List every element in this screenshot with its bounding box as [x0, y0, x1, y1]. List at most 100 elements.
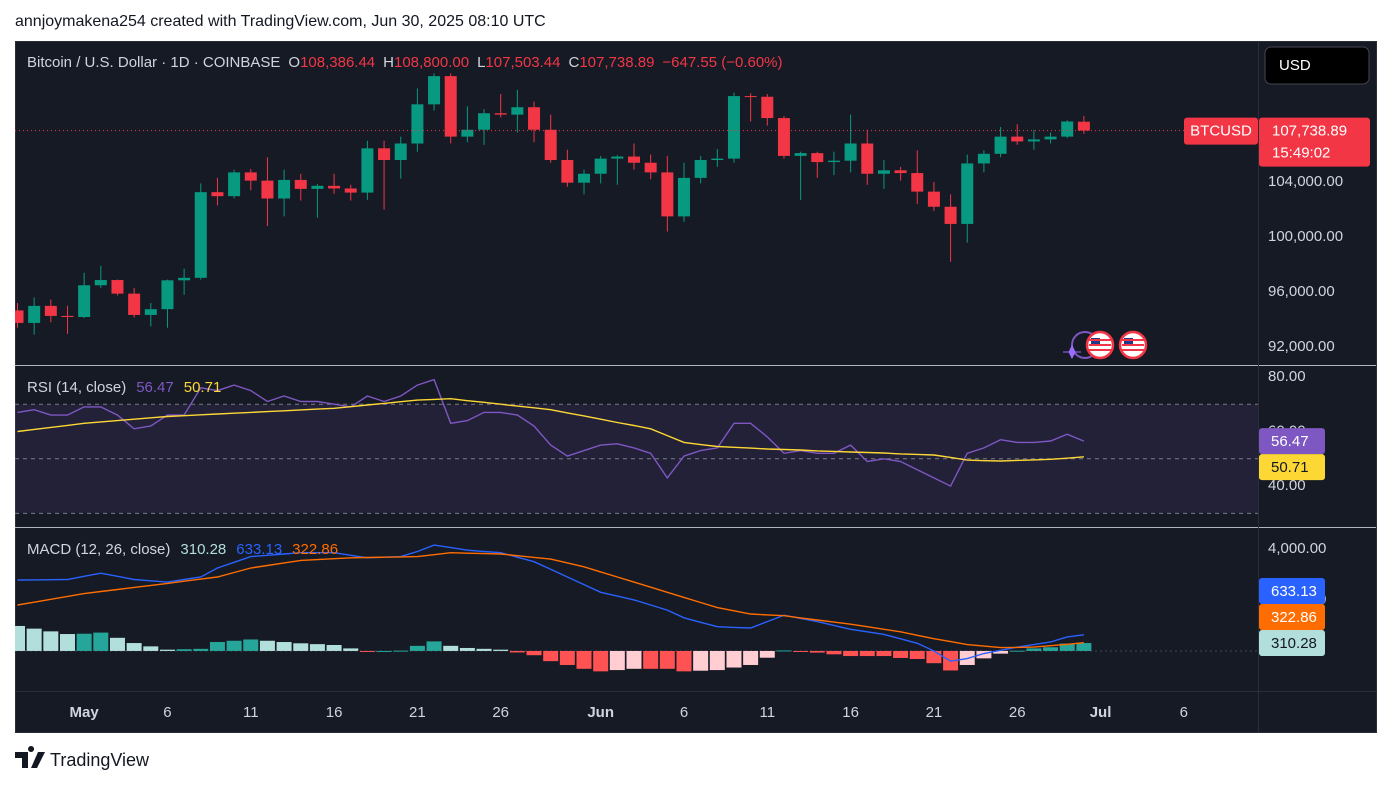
y-tick-label: 104,000.00 — [1268, 173, 1343, 190]
candle-body — [727, 96, 740, 159]
candle-body — [44, 305, 57, 316]
y-tick-label: 4,000.00 — [1268, 540, 1326, 557]
histogram-bar — [126, 643, 142, 651]
histogram-bar — [576, 650, 592, 669]
candle-body — [478, 113, 491, 130]
currency-label[interactable]: USD — [1279, 57, 1311, 74]
y-tick-label: 92,000.00 — [1268, 338, 1335, 355]
histogram-bar — [476, 648, 492, 651]
histogram-bar — [893, 650, 909, 658]
pane-legend: RSI (14, close) 56.47 50.71 — [27, 379, 221, 396]
histogram-bar — [776, 650, 792, 652]
histogram-bar — [226, 640, 242, 651]
histogram-bar — [693, 650, 709, 671]
price-badge — [1259, 117, 1370, 167]
histogram-bar — [343, 648, 359, 651]
histogram-bar — [26, 628, 42, 651]
candle-body — [444, 76, 457, 137]
histogram-bar — [276, 642, 292, 651]
candle-body — [211, 192, 224, 197]
candle-body — [544, 129, 557, 160]
pane-legend: Bitcoin / U.S. Dollar · 1D · COINBASE O10… — [27, 54, 783, 71]
candle-body — [461, 129, 474, 137]
histogram-bar — [143, 646, 159, 651]
legend-item: 107,738.89 — [579, 54, 654, 71]
candle-body — [511, 107, 524, 115]
event-icon — [1063, 344, 1081, 360]
legend-item: 310.28 — [180, 541, 226, 558]
histogram-bar — [493, 649, 509, 651]
histogram-bar — [59, 634, 75, 651]
x-tick-label: 11 — [760, 704, 776, 721]
legend-item: RSI (14, close) — [27, 379, 126, 396]
candle-body — [844, 143, 857, 161]
y-tick-label: 80.00 — [1268, 368, 1306, 385]
candle-body — [977, 153, 990, 164]
candle-body — [611, 156, 624, 159]
candle-body — [661, 172, 674, 217]
histogram-bar — [859, 650, 875, 657]
x-tick-label: 6 — [1180, 704, 1188, 721]
histogram-bar — [326, 645, 342, 651]
value-badge-text: 56.47 — [1271, 433, 1309, 450]
candle-body — [711, 158, 724, 160]
candle-body — [61, 315, 74, 318]
candle-body — [111, 280, 124, 294]
histogram-bar — [809, 650, 825, 653]
value-badge-text: 50.71 — [1271, 459, 1309, 476]
histogram-bar — [626, 650, 642, 669]
histogram-bar — [376, 650, 392, 652]
value-badge — [1259, 604, 1325, 631]
histogram-bar — [1076, 643, 1092, 651]
candle-body — [1044, 136, 1057, 140]
legend-item: H — [383, 54, 394, 71]
legend-item: 108,800.00 — [394, 54, 469, 71]
x-tick-label: Jul — [1090, 704, 1112, 721]
histogram-bar — [243, 639, 259, 651]
legend-item: 633.13 — [236, 541, 282, 558]
candle-body — [594, 158, 607, 174]
histogram-bar — [559, 650, 575, 665]
flag-icon — [1091, 338, 1100, 345]
histogram-bar — [926, 650, 942, 664]
histogram-bar — [309, 644, 325, 651]
histogram-bar — [659, 650, 675, 669]
x-tick-label: Jun — [587, 704, 614, 721]
candle-body — [827, 160, 840, 163]
candle-body — [311, 185, 324, 189]
histogram-bar — [443, 645, 459, 651]
candle-body — [761, 96, 774, 119]
candle-body — [694, 159, 707, 178]
value-badge — [1259, 428, 1325, 455]
pane-legend: MACD (12, 26, close) 310.28 633.13 322.86 — [27, 541, 338, 558]
x-tick-label: 21 — [926, 704, 943, 721]
histogram-bar — [609, 650, 625, 671]
histogram-bar — [459, 647, 475, 651]
candle-body — [144, 309, 157, 315]
candle-body — [677, 177, 690, 217]
candle-body — [961, 163, 974, 224]
candle-body — [261, 180, 274, 199]
candle-body — [777, 118, 790, 156]
histogram-bar — [526, 650, 542, 656]
y-tick-label: 96,000.00 — [1268, 283, 1335, 300]
histogram-bar — [1059, 643, 1075, 651]
legend-item: O — [288, 54, 300, 71]
price-badge-text: 107,738.89 — [1272, 123, 1347, 140]
event-icons — [1063, 330, 1148, 360]
x-tick-label: 6 — [680, 704, 688, 721]
histogram-bar — [509, 650, 525, 653]
candle-body — [294, 179, 307, 189]
candle-body — [194, 192, 207, 278]
histogram-bar — [976, 650, 992, 659]
currency-button[interactable] — [1264, 46, 1370, 85]
candle-body — [994, 136, 1007, 154]
candle-body — [1061, 121, 1074, 137]
x-tick-label: 26 — [1009, 704, 1026, 721]
rsi-line — [17, 397, 1084, 462]
candle-body — [877, 170, 890, 174]
candle-body — [244, 172, 257, 181]
histogram-bar — [993, 650, 1009, 654]
candle-body — [361, 148, 374, 193]
macd-line — [17, 551, 1084, 649]
